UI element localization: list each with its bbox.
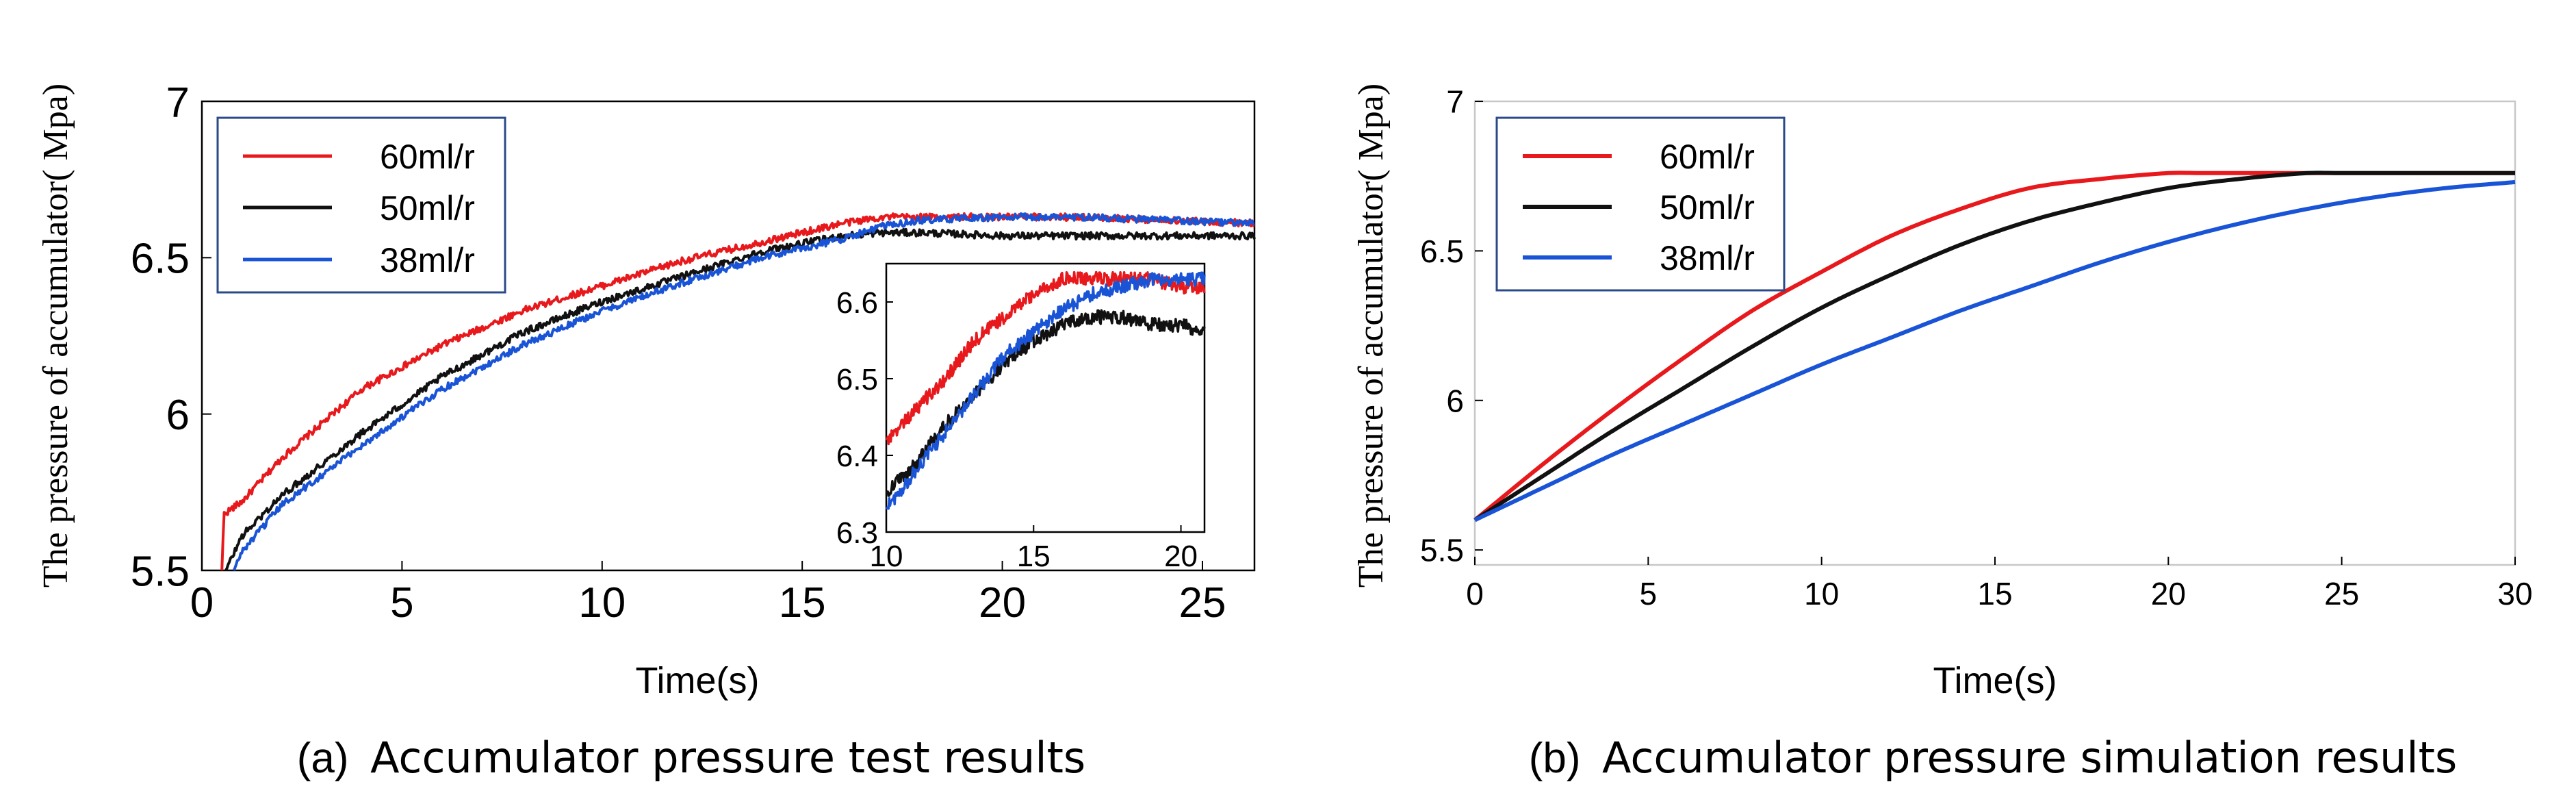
panel-b-xtick-label: 15 bbox=[1977, 576, 2012, 611]
inset-frame bbox=[885, 262, 1206, 533]
panel-a-xtick-label: 5 bbox=[390, 579, 413, 627]
panel-a-caption-text: Accumulator pressure test results bbox=[370, 733, 1085, 783]
panel-a-xtick-label: 15 bbox=[779, 579, 826, 627]
panel-b-legend-box bbox=[1495, 116, 1786, 292]
inset-xtick-label: 10 bbox=[870, 540, 903, 573]
panel-b-series-50ml-r bbox=[1473, 171, 2515, 522]
legend-label-38-b: 38ml/r bbox=[1660, 239, 1755, 277]
panel-a-caption-prefix: (a) bbox=[297, 735, 349, 782]
panel-b-series-38ml-r bbox=[1473, 179, 2516, 522]
panel-a-xtick-label: 20 bbox=[979, 579, 1026, 627]
panel-b-ytick-label: 5.5 bbox=[1420, 533, 1464, 568]
panel-a: The pressure of accumulator( Mpa) 0 5 10 15… bbox=[36, 79, 1256, 783]
inset-ytick-label: 6.5 bbox=[836, 363, 878, 396]
panel-b-ylabel: The pressure of accumulator( Mpa) bbox=[1352, 84, 1391, 588]
panel-b-xtick-label: 20 bbox=[2151, 576, 2186, 611]
panel-a-ytick-label: 6.5 bbox=[131, 236, 190, 283]
panel-a-xtick-label: 10 bbox=[578, 579, 626, 627]
panel-b: The pressure of accumulator( Mpa) 0 5 10 15… bbox=[1352, 84, 2533, 783]
inset-series-38ml-r bbox=[885, 271, 1206, 510]
panel-a-inset: 10 15 20 6.3 6.4 6.5 6.6 bbox=[836, 262, 1206, 573]
legend-label-50-b: 50ml/r bbox=[1660, 188, 1755, 227]
legend-label-38: 38ml/r bbox=[380, 241, 475, 279]
panel-b-legend: 60ml/r 50ml/r 38ml/r bbox=[1495, 116, 1786, 292]
panel-b-caption-text: Accumulator pressure simulation results bbox=[1602, 733, 2457, 783]
panel-a-ytick-label: 7 bbox=[166, 79, 190, 126]
panel-a-caption: (a) Accumulator pressure test results bbox=[297, 733, 1085, 783]
panel-b-ytick-label: 7 bbox=[1446, 84, 1464, 120]
panel-a-series-38ml-r bbox=[232, 212, 1255, 571]
inset-xtick-label: 15 bbox=[1017, 540, 1051, 573]
panel-a-legend-box bbox=[216, 116, 506, 294]
inset-xtick-label: 20 bbox=[1164, 540, 1198, 573]
legend-label-60-b: 60ml/r bbox=[1660, 138, 1755, 176]
panel-b-xtick-label: 25 bbox=[2324, 576, 2359, 611]
panel-b-xtick-label: 0 bbox=[1466, 576, 1484, 611]
panel-a-xtick-label: 0 bbox=[190, 579, 214, 627]
panel-a-plot-frame bbox=[201, 100, 1256, 572]
panel-b-ytick-label: 6 bbox=[1446, 383, 1464, 418]
legend-label-60: 60ml/r bbox=[380, 138, 475, 176]
panel-a-xtick-label: 25 bbox=[1178, 579, 1226, 627]
panel-b-caption: (b) Accumulator pressure simulation resu… bbox=[1529, 733, 2458, 783]
panel-b-xtick-label: 10 bbox=[1804, 576, 1839, 611]
panel-a-legend: 60ml/r 50ml/r 38ml/r bbox=[216, 116, 506, 294]
legend-label-50: 50ml/r bbox=[380, 189, 475, 227]
panel-b-xtick-label: 5 bbox=[1640, 576, 1658, 611]
inset-series-50ml-r bbox=[885, 309, 1206, 497]
panel-a-xlabel: Time(s) bbox=[636, 660, 760, 701]
panel-b-xlabel: Time(s) bbox=[1933, 660, 2057, 701]
panel-a-series-50ml-r bbox=[224, 227, 1256, 571]
panel-a-ytick-label: 5.5 bbox=[131, 548, 190, 595]
panel-a-ylabel: The pressure of accumulator( Mpa) bbox=[36, 84, 75, 588]
inset-ytick-label: 6.3 bbox=[836, 516, 878, 550]
panel-b-ytick-label: 6.5 bbox=[1420, 233, 1464, 269]
panel-a-ytick-label: 6 bbox=[166, 392, 190, 439]
panel-b-caption-prefix: (b) bbox=[1529, 735, 1581, 782]
panel-b-xtick-label: 30 bbox=[2497, 576, 2532, 611]
inset-ytick-label: 6.4 bbox=[836, 440, 878, 473]
inset-ytick-label: 6.6 bbox=[836, 286, 878, 320]
